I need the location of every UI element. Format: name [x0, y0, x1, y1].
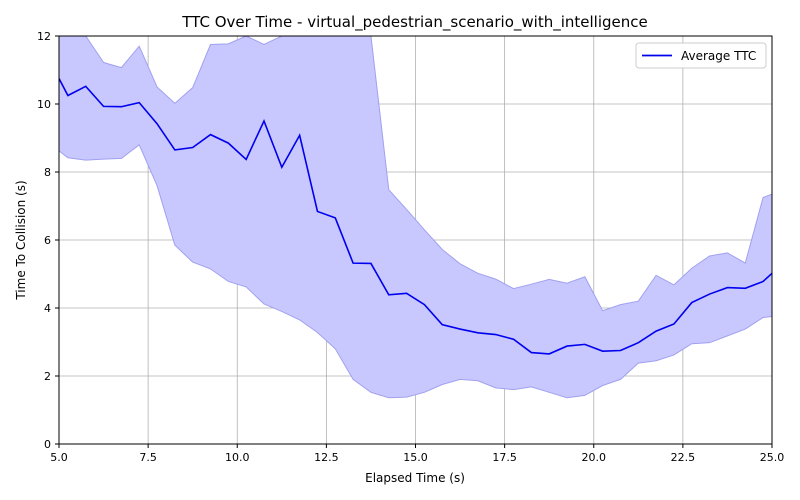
y-tick-label: 4 — [44, 302, 51, 315]
x-tick-label: 17.5 — [492, 451, 517, 464]
y-axis-ticks: 0 2 4 6 8 10 12 — [37, 30, 59, 451]
x-axis-label: Elapsed Time (s) — [365, 471, 465, 485]
ttc-range-band — [59, 36, 772, 399]
y-tick-label: 2 — [44, 370, 51, 383]
legend-label: Average TTC — [681, 49, 756, 63]
x-tick-label: 12.5 — [314, 451, 339, 464]
series-0 — [59, 36, 772, 399]
x-tick-label: 10.0 — [225, 451, 250, 464]
y-axis-label: Time To Collision (s) — [14, 180, 28, 300]
y-tick-label: 0 — [44, 438, 51, 451]
x-tick-label: 20.0 — [582, 451, 607, 464]
plot-area: 5.0 7.5 10.0 12.5 15.0 17.5 20.0 22.5 25.0 0 2 4 6 8 1… — [37, 30, 784, 464]
legend-box — [635, 42, 767, 69]
average-ttc-line — [59, 78, 772, 355]
x-tick-label: 25.0 — [760, 451, 785, 464]
legend: Average TTC — [635, 42, 767, 69]
x-tick-label: 22.5 — [671, 451, 696, 464]
x-tick-label: 7.5 — [139, 451, 157, 464]
y-tick-label: 6 — [44, 234, 51, 247]
y-tick-label: 10 — [37, 98, 51, 111]
y-tick-label: 8 — [44, 166, 51, 179]
y-tick-label: 12 — [37, 30, 51, 43]
chart-title: TTC Over Time - virtual_pedestrian_scena… — [181, 13, 647, 32]
x-tick-label: 15.0 — [403, 451, 428, 464]
x-tick-label: 5.0 — [50, 451, 68, 464]
x-axis-ticks: 5.0 7.5 10.0 12.5 15.0 17.5 20.0 22.5 25.0 — [50, 444, 784, 464]
